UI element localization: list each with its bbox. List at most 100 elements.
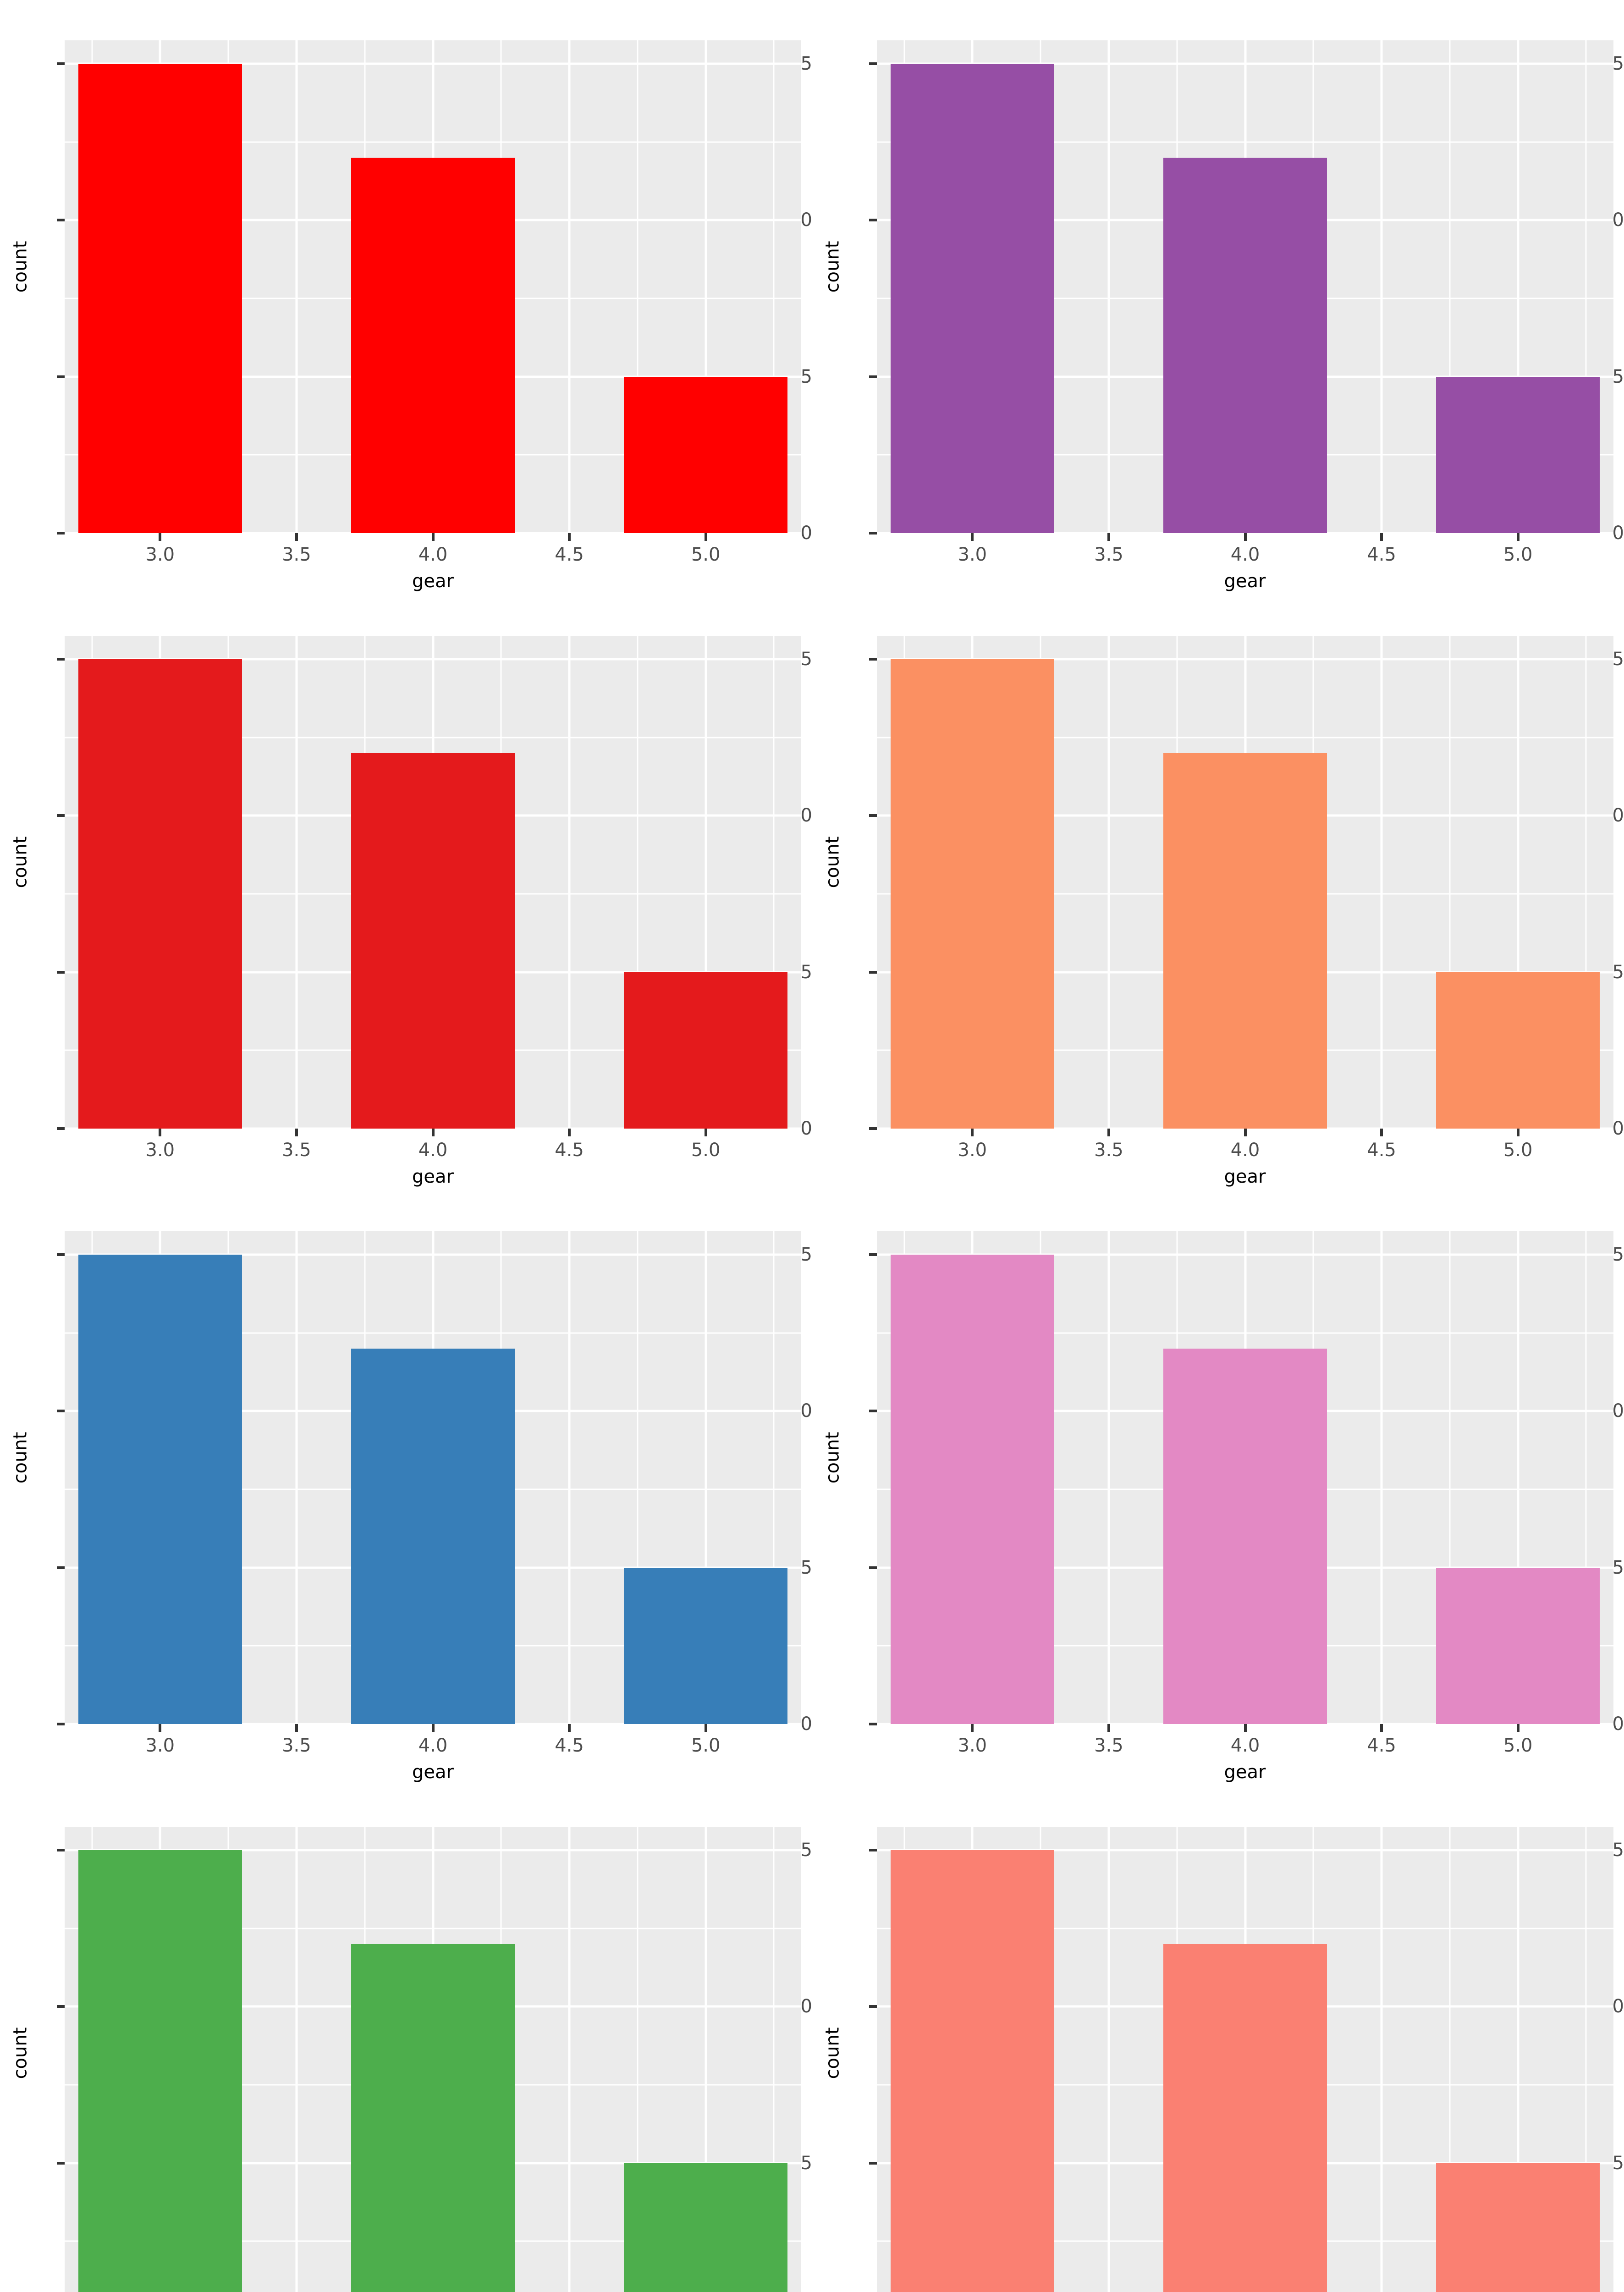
bar bbox=[624, 972, 788, 1129]
x-axis-tick-label: 4.0 bbox=[418, 1140, 448, 1161]
gridline-major-vertical bbox=[568, 40, 571, 533]
x-axis-tick-mark bbox=[1516, 1129, 1519, 1136]
x-axis-tick-mark bbox=[1516, 533, 1519, 541]
gridline-minor-vertical bbox=[637, 1231, 639, 1724]
gridline-major-vertical bbox=[1107, 636, 1110, 1129]
gridline-major-vertical bbox=[295, 636, 298, 1129]
x-axis-tick-label: 3.5 bbox=[282, 1140, 311, 1161]
x-axis-tick-mark bbox=[1107, 533, 1110, 541]
x-axis-tick-label: 4.5 bbox=[1367, 1140, 1396, 1161]
y-axis-tick-mark bbox=[869, 1253, 877, 1256]
plot-panel bbox=[877, 1231, 1613, 1724]
bar bbox=[1163, 1348, 1327, 1724]
bar bbox=[1163, 1944, 1327, 2292]
y-axis-tick-mark bbox=[869, 1723, 877, 1725]
plot-panel bbox=[877, 636, 1613, 1129]
y-axis-tick-mark bbox=[869, 970, 877, 974]
x-axis-tick-mark bbox=[568, 1129, 571, 1136]
gridline-minor-vertical bbox=[773, 1827, 775, 2292]
y-axis-tick-mark bbox=[57, 1723, 65, 1725]
gridline-major-vertical bbox=[1380, 40, 1383, 533]
gridline-major-vertical bbox=[1517, 636, 1519, 1129]
x-axis-tick-label: 3.0 bbox=[958, 1140, 987, 1161]
gridline-major-vertical bbox=[1380, 1231, 1383, 1724]
gridline-minor-vertical bbox=[1449, 636, 1451, 1129]
x-axis-tick-mark bbox=[159, 1724, 162, 1732]
x-axis-title: gear bbox=[412, 1762, 454, 1783]
x-axis-tick-mark bbox=[1107, 1129, 1110, 1136]
x-axis-tick-label: 4.0 bbox=[1230, 1140, 1260, 1161]
gridline-major-vertical bbox=[295, 1827, 298, 2292]
gridline-major-vertical bbox=[705, 40, 707, 533]
x-axis-tick-label: 4.5 bbox=[1367, 544, 1396, 565]
gridline-minor-vertical bbox=[1449, 40, 1451, 533]
x-axis-tick-mark bbox=[159, 1129, 162, 1136]
y-axis bbox=[0, 595, 55, 1129]
gridline-minor-vertical bbox=[773, 1231, 775, 1724]
x-axis-title: gear bbox=[1224, 1762, 1266, 1783]
y-axis-tick-mark bbox=[57, 1410, 65, 1413]
plot-panel bbox=[65, 40, 801, 533]
x-axis-tick-label: 4.0 bbox=[1230, 544, 1260, 565]
gridline-minor-vertical bbox=[1585, 1827, 1587, 2292]
y-axis-tick-mark bbox=[57, 375, 65, 378]
x-axis-title: gear bbox=[1224, 1166, 1266, 1187]
gridline-major-vertical bbox=[1107, 1827, 1110, 2292]
y-axis-tick-label: 5 bbox=[800, 961, 812, 983]
bar bbox=[351, 1348, 515, 1724]
bar bbox=[890, 64, 1054, 533]
y-axis-tick-mark bbox=[57, 1566, 65, 1569]
gridline-minor-vertical bbox=[773, 636, 775, 1129]
gridline-minor-vertical bbox=[1449, 1231, 1451, 1724]
y-axis bbox=[0, 1786, 55, 2292]
gridline-major-vertical bbox=[1517, 40, 1519, 533]
y-axis bbox=[0, 1191, 55, 1724]
y-axis-tick-mark bbox=[869, 1410, 877, 1413]
x-axis-tick-mark bbox=[295, 1724, 298, 1732]
x-axis-tick-mark bbox=[971, 1724, 974, 1732]
gridline-major-vertical bbox=[295, 40, 298, 533]
y-axis-tick-mark bbox=[57, 2161, 65, 2165]
y-axis-tick-mark bbox=[57, 658, 65, 661]
bar bbox=[890, 1255, 1054, 1724]
x-axis-title: gear bbox=[412, 1166, 454, 1187]
x-axis-tick-mark bbox=[1380, 1724, 1383, 1732]
y-axis-tick-mark bbox=[869, 1127, 877, 1130]
x-axis-tick-mark bbox=[431, 1724, 435, 1732]
bar bbox=[78, 64, 242, 533]
x-axis-tick-mark bbox=[431, 1129, 435, 1136]
y-axis-tick-label: 0 bbox=[1612, 1118, 1624, 1139]
y-axis-tick-mark bbox=[869, 814, 877, 817]
y-axis-tick-mark bbox=[869, 1849, 877, 1852]
bar bbox=[351, 753, 515, 1129]
x-axis-tick-mark bbox=[704, 533, 707, 541]
y-axis bbox=[812, 1786, 867, 2292]
y-axis-tick-mark bbox=[57, 219, 65, 222]
y-axis-tick-mark bbox=[57, 970, 65, 974]
gridline-minor-vertical bbox=[637, 636, 639, 1129]
gridline-major-vertical bbox=[705, 1827, 707, 2292]
y-axis-tick-mark bbox=[57, 1127, 65, 1130]
x-axis-tick-label: 5.0 bbox=[691, 544, 721, 565]
x-axis-tick-label: 5.0 bbox=[1503, 1735, 1533, 1756]
x-axis-title: gear bbox=[1224, 571, 1266, 592]
gridline-minor-vertical bbox=[1449, 1827, 1451, 2292]
y-axis-tick-mark bbox=[869, 2005, 877, 2008]
bar bbox=[624, 1567, 788, 1724]
bar bbox=[78, 1850, 242, 2292]
bar bbox=[1436, 2163, 1600, 2292]
y-axis-tick-mark bbox=[57, 814, 65, 817]
x-axis-tick-label: 3.0 bbox=[145, 1735, 175, 1756]
y-axis-tick-label: 5 bbox=[800, 366, 812, 387]
x-axis-tick-label: 5.0 bbox=[1503, 1140, 1533, 1161]
gridline-major-vertical bbox=[568, 1827, 571, 2292]
gridline-major-vertical bbox=[1380, 1827, 1383, 2292]
x-axis-tick-mark bbox=[704, 1724, 707, 1732]
x-axis-tick-label: 4.0 bbox=[418, 544, 448, 565]
x-axis-tick-mark bbox=[1107, 1724, 1110, 1732]
